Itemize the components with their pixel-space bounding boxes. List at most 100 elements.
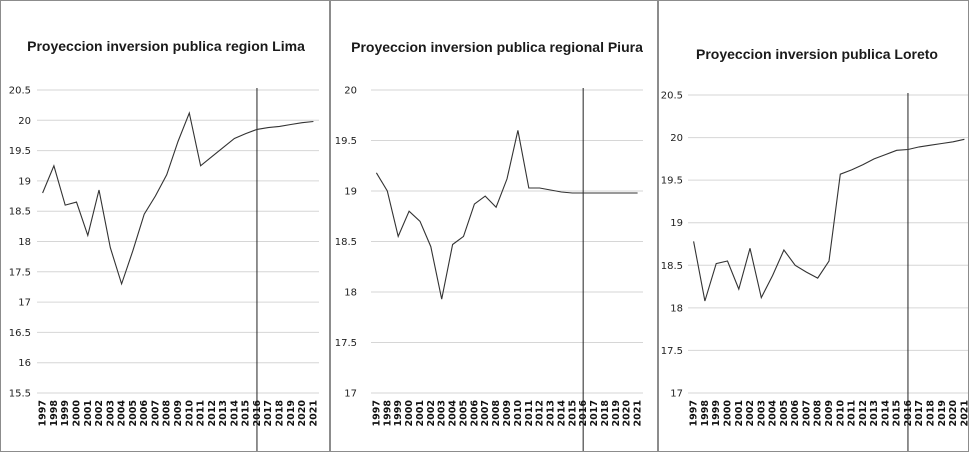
x-tick-label: 1997 bbox=[689, 400, 700, 426]
x-tick-label: 2004 bbox=[117, 400, 128, 427]
x-tick-label: 2009 bbox=[502, 400, 513, 426]
x-tick-label: 2018 bbox=[275, 400, 286, 427]
chart-piura: Proyeccion inversion publica regional Pi… bbox=[335, 39, 644, 451]
chart-title: Proyeccion inversion publica regional Pi… bbox=[351, 39, 643, 55]
x-tick-label: 2014 bbox=[556, 400, 567, 427]
x-tick-label: 2020 bbox=[622, 400, 633, 427]
series-line bbox=[42, 111, 314, 286]
x-tick-label: 2006 bbox=[139, 400, 150, 427]
y-tick-label: 19 bbox=[344, 187, 357, 198]
x-tick-label: 2007 bbox=[150, 400, 161, 426]
y-tick-label: 17.5 bbox=[9, 267, 31, 278]
y-tick-label: 19 bbox=[18, 176, 31, 187]
x-tick-label: 2003 bbox=[437, 400, 448, 426]
y-tick-label: 20 bbox=[670, 133, 683, 144]
y-tick-label: 20 bbox=[344, 86, 357, 97]
chart-panel-piura: Proyeccion inversion publica regional Pi… bbox=[330, 0, 658, 452]
x-tick-label: 2010 bbox=[835, 400, 846, 427]
x-tick-label: 2000 bbox=[71, 400, 82, 427]
y-tick-label: 20.5 bbox=[661, 91, 683, 102]
x-tick-label: 2020 bbox=[297, 400, 308, 427]
x-tick-label: 2016 bbox=[578, 400, 589, 427]
x-tick-label: 2004 bbox=[768, 400, 779, 427]
x-tick-label: 2009 bbox=[173, 400, 184, 426]
x-tick-label: 2005 bbox=[128, 400, 139, 426]
y-tick-label: 17.5 bbox=[661, 346, 683, 357]
chart-loreto: Proyeccion inversion publica Loreto 17 17.… bbox=[661, 46, 968, 451]
x-tick-label: 2001 bbox=[83, 400, 94, 426]
x-tick-label: 2000 bbox=[404, 400, 415, 427]
y-tick-label: 19 bbox=[670, 218, 683, 229]
x-tick-label: 1997 bbox=[371, 400, 382, 426]
x-tick-label: 2015 bbox=[241, 400, 252, 426]
y-tick-label: 17 bbox=[670, 389, 683, 400]
x-tick-label: 2019 bbox=[937, 400, 948, 426]
chart-title: Proyeccion inversion publica region Lima bbox=[27, 38, 305, 54]
x-tick-label: 2013 bbox=[218, 400, 229, 426]
x-tick-label: 2003 bbox=[105, 400, 116, 426]
x-tick-label: 2012 bbox=[535, 400, 546, 426]
x-tick-label: 2001 bbox=[734, 400, 745, 426]
x-tick-label: 2002 bbox=[426, 400, 437, 426]
x-tick-label: 2019 bbox=[286, 400, 297, 426]
y-tick-label: 16 bbox=[18, 358, 31, 369]
y-tick-label: 19.5 bbox=[9, 146, 31, 157]
chart-lima: Proyeccion inversion publica region Lima… bbox=[9, 38, 319, 451]
y-tick-label: 19.5 bbox=[661, 176, 683, 187]
x-tick-label: 2010 bbox=[184, 400, 195, 427]
x-tick-label: 2011 bbox=[524, 400, 535, 426]
x-tick-label: 2010 bbox=[513, 400, 524, 427]
y-tick-label: 20.5 bbox=[9, 86, 31, 97]
x-tick-label: 1998 bbox=[382, 400, 393, 427]
x-tick-label: 1997 bbox=[38, 400, 49, 426]
y-tick-label: 18.5 bbox=[335, 237, 357, 248]
x-tick-label: 2007 bbox=[801, 400, 812, 426]
y-tick-label: 16.5 bbox=[9, 328, 31, 339]
y-tick-label: 18 bbox=[670, 303, 683, 314]
x-tick-label: 2006 bbox=[790, 400, 801, 427]
x-tick-label: 1999 bbox=[393, 400, 404, 426]
x-tick-label: 2012 bbox=[858, 400, 869, 426]
x-tick-label: 1998 bbox=[700, 400, 711, 427]
x-tick-label: 1999 bbox=[60, 400, 71, 426]
x-tick-label: 2018 bbox=[600, 400, 611, 427]
x-tick-label: 2011 bbox=[196, 400, 207, 426]
x-tick-label: 2014 bbox=[229, 400, 240, 427]
y-tick-label: 19.5 bbox=[335, 136, 357, 147]
x-tick-label: 2008 bbox=[491, 400, 502, 427]
x-tick-label: 2015 bbox=[567, 400, 578, 426]
series-line bbox=[375, 130, 638, 300]
x-tick-label: 2017 bbox=[263, 400, 274, 426]
x-tick-label: 2007 bbox=[480, 400, 491, 426]
x-tick-label: 2000 bbox=[722, 400, 733, 427]
chart-panel-lima: Proyeccion inversion publica region Lima… bbox=[0, 0, 330, 452]
y-tick-label: 18.5 bbox=[9, 207, 31, 218]
y-tick-label: 17.5 bbox=[335, 338, 357, 349]
y-tick-label: 18 bbox=[344, 288, 357, 299]
x-tick-label: 2018 bbox=[926, 400, 937, 427]
x-tick-label: 2021 bbox=[633, 400, 644, 426]
x-tick-label: 2006 bbox=[469, 400, 480, 427]
chart-panel-loreto: Proyeccion inversion publica Loreto 17 17.… bbox=[658, 0, 969, 452]
x-tick-label: 2019 bbox=[611, 400, 622, 426]
x-tick-label: 2012 bbox=[207, 400, 218, 426]
x-tick-label: 2008 bbox=[162, 400, 173, 427]
x-tick-label: 2011 bbox=[847, 400, 858, 426]
x-tick-label: 1999 bbox=[711, 400, 722, 426]
x-tick-label: 2017 bbox=[914, 400, 925, 426]
x-tick-label: 2002 bbox=[94, 400, 105, 426]
x-tick-label: 2009 bbox=[824, 400, 835, 426]
chart-title: Proyeccion inversion publica Loreto bbox=[696, 46, 938, 62]
series-line bbox=[693, 138, 965, 302]
x-tick-label: 2013 bbox=[546, 400, 557, 426]
x-tick-label: 2002 bbox=[745, 400, 756, 426]
x-tick-label: 1998 bbox=[49, 400, 60, 427]
x-tick-label: 2005 bbox=[458, 400, 469, 426]
x-tick-label: 2020 bbox=[948, 400, 959, 427]
y-tick-label: 17 bbox=[18, 298, 31, 309]
y-tick-label: 18.5 bbox=[661, 261, 683, 272]
x-tick-label: 2004 bbox=[448, 400, 459, 427]
x-tick-label: 2001 bbox=[415, 400, 426, 426]
x-tick-label: 2016 bbox=[903, 400, 914, 427]
x-tick-label: 2017 bbox=[589, 400, 600, 426]
